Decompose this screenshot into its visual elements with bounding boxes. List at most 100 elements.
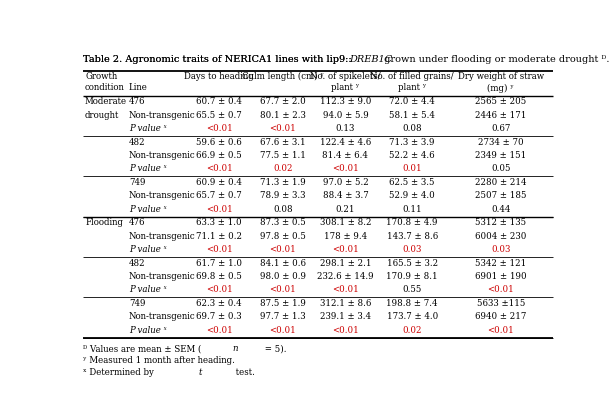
Text: 2446 ± 171: 2446 ± 171: [475, 111, 527, 119]
Text: 94.0 ± 5.9: 94.0 ± 5.9: [323, 111, 368, 119]
Text: 232.6 ± 14.9: 232.6 ± 14.9: [317, 272, 374, 281]
Text: Dry weight of straw: Dry weight of straw: [458, 72, 544, 81]
Text: Non-transgenic: Non-transgenic: [129, 312, 195, 321]
Text: <0.01: <0.01: [269, 124, 296, 133]
Text: 81.4 ± 6.4: 81.4 ± 6.4: [322, 151, 368, 160]
Text: 71.3 ± 3.9: 71.3 ± 3.9: [389, 137, 435, 146]
Text: 87.5 ± 1.9: 87.5 ± 1.9: [260, 299, 306, 308]
Text: Line: Line: [129, 83, 148, 93]
Text: Non-transgenic: Non-transgenic: [129, 232, 195, 241]
Text: 62.3 ± 0.4: 62.3 ± 0.4: [197, 299, 242, 308]
Text: 98.0 ± 0.9: 98.0 ± 0.9: [260, 272, 306, 281]
Text: 97.0 ± 5.2: 97.0 ± 5.2: [323, 178, 368, 187]
Text: 749: 749: [129, 178, 145, 187]
Text: <0.01: <0.01: [206, 205, 233, 214]
Text: 0.03: 0.03: [402, 245, 422, 254]
Text: 97.8 ± 0.5: 97.8 ± 0.5: [260, 232, 306, 241]
Text: No. of filled grains/: No. of filled grains/: [370, 72, 454, 81]
Text: <0.01: <0.01: [332, 245, 359, 254]
Text: Moderate: Moderate: [85, 97, 128, 106]
Text: 298.1 ± 2.1: 298.1 ± 2.1: [320, 258, 371, 268]
Text: 198.8 ± 7.4: 198.8 ± 7.4: [386, 299, 438, 308]
Text: <0.01: <0.01: [269, 285, 296, 295]
Text: 88.4 ± 3.7: 88.4 ± 3.7: [323, 191, 368, 200]
Text: <0.01: <0.01: [206, 326, 233, 335]
Text: 308.1 ± 8.2: 308.1 ± 8.2: [320, 218, 371, 227]
Text: (mg) ʸ: (mg) ʸ: [487, 83, 514, 93]
Text: Non-transgenic: Non-transgenic: [129, 111, 195, 119]
Text: 66.9 ± 0.5: 66.9 ± 0.5: [197, 151, 242, 160]
Text: Non-transgenic: Non-transgenic: [129, 191, 195, 200]
Text: 0.44: 0.44: [491, 205, 511, 214]
Text: 77.5 ± 1.1: 77.5 ± 1.1: [260, 151, 306, 160]
Text: 67.7 ± 2.0: 67.7 ± 2.0: [260, 97, 306, 106]
Text: P value ˣ: P value ˣ: [129, 245, 166, 254]
Text: ʸ Measured 1 month after heading.: ʸ Measured 1 month after heading.: [83, 356, 235, 365]
Text: t: t: [198, 368, 201, 377]
Text: 67.6 ± 3.1: 67.6 ± 3.1: [260, 137, 306, 146]
Text: Table 2. Agronomic traits of NERICA1 lines with lip9::: Table 2. Agronomic traits of NERICA1 lin…: [83, 55, 351, 64]
Text: 749: 749: [129, 299, 145, 308]
Text: 239.1 ± 3.4: 239.1 ± 3.4: [320, 312, 371, 321]
Text: Flooding: Flooding: [85, 218, 123, 227]
Text: 52.9 ± 4.0: 52.9 ± 4.0: [389, 191, 435, 200]
Text: Non-transgenic: Non-transgenic: [129, 151, 195, 160]
Text: <0.01: <0.01: [269, 245, 296, 254]
Text: Growth: Growth: [85, 72, 117, 81]
Text: 6901 ± 190: 6901 ± 190: [475, 272, 527, 281]
Text: test.: test.: [233, 368, 255, 377]
Text: <0.01: <0.01: [206, 164, 233, 173]
Text: 476: 476: [129, 97, 145, 106]
Text: 2734 ± 70: 2734 ± 70: [478, 137, 524, 146]
Text: drought: drought: [85, 111, 120, 119]
Text: 0.55: 0.55: [402, 285, 422, 295]
Text: 52.2 ± 4.6: 52.2 ± 4.6: [389, 151, 435, 160]
Text: 65.7 ± 0.7: 65.7 ± 0.7: [197, 191, 242, 200]
Text: P value ˣ: P value ˣ: [129, 205, 166, 214]
Text: 0.03: 0.03: [491, 245, 511, 254]
Text: <0.01: <0.01: [332, 285, 359, 295]
Text: <0.01: <0.01: [206, 245, 233, 254]
Text: <0.01: <0.01: [206, 124, 233, 133]
Text: P value ˣ: P value ˣ: [129, 326, 166, 335]
Text: P value ˣ: P value ˣ: [129, 164, 166, 173]
Text: Non-transgenic: Non-transgenic: [129, 272, 195, 281]
Text: 58.1 ± 5.4: 58.1 ± 5.4: [389, 111, 435, 119]
Text: grown under flooding or moderate drought ᴰ.: grown under flooding or moderate drought…: [381, 55, 610, 64]
Text: 71.3 ± 1.9: 71.3 ± 1.9: [260, 178, 306, 187]
Text: 0.21: 0.21: [336, 205, 355, 214]
Text: 0.11: 0.11: [402, 205, 422, 214]
Text: 6004 ± 230: 6004 ± 230: [475, 232, 527, 241]
Text: 143.7 ± 8.6: 143.7 ± 8.6: [387, 232, 438, 241]
Text: 63.3 ± 1.0: 63.3 ± 1.0: [197, 218, 242, 227]
Text: 71.1 ± 0.2: 71.1 ± 0.2: [197, 232, 242, 241]
Text: 112.3 ± 9.0: 112.3 ± 9.0: [320, 97, 371, 106]
Text: 0.08: 0.08: [402, 124, 422, 133]
Text: plant ʸ: plant ʸ: [398, 83, 426, 93]
Text: <0.01: <0.01: [269, 326, 296, 335]
Text: 170.8 ± 4.9: 170.8 ± 4.9: [386, 218, 438, 227]
Text: 0.67: 0.67: [491, 124, 511, 133]
Text: 5342 ± 121: 5342 ± 121: [475, 258, 526, 268]
Text: 482: 482: [129, 137, 145, 146]
Text: <0.01: <0.01: [332, 164, 359, 173]
Text: 87.3 ± 0.5: 87.3 ± 0.5: [260, 218, 306, 227]
Text: 60.7 ± 0.4: 60.7 ± 0.4: [197, 97, 242, 106]
Text: 2507 ± 185: 2507 ± 185: [475, 191, 527, 200]
Text: 60.9 ± 0.4: 60.9 ± 0.4: [197, 178, 242, 187]
Text: <0.01: <0.01: [332, 326, 359, 335]
Text: Culm length (cm) ʸ: Culm length (cm) ʸ: [242, 72, 324, 81]
Text: DREB1C: DREB1C: [349, 55, 392, 64]
Text: 5312 ± 135: 5312 ± 135: [475, 218, 526, 227]
Text: Table 2. Agronomic traits of NERICA1 lines with lip9::: Table 2. Agronomic traits of NERICA1 lin…: [83, 55, 351, 64]
Text: 2349 ± 151: 2349 ± 151: [475, 151, 526, 160]
Text: plant ʸ: plant ʸ: [331, 83, 360, 93]
Text: 80.1 ± 2.3: 80.1 ± 2.3: [260, 111, 306, 119]
Text: 65.5 ± 0.7: 65.5 ± 0.7: [197, 111, 242, 119]
Text: 61.7 ± 1.0: 61.7 ± 1.0: [197, 258, 242, 268]
Text: 78.9 ± 3.3: 78.9 ± 3.3: [260, 191, 306, 200]
Text: 97.7 ± 1.3: 97.7 ± 1.3: [260, 312, 306, 321]
Text: 0.02: 0.02: [273, 164, 293, 173]
Text: 84.1 ± 0.6: 84.1 ± 0.6: [260, 258, 306, 268]
Text: 482: 482: [129, 258, 145, 268]
